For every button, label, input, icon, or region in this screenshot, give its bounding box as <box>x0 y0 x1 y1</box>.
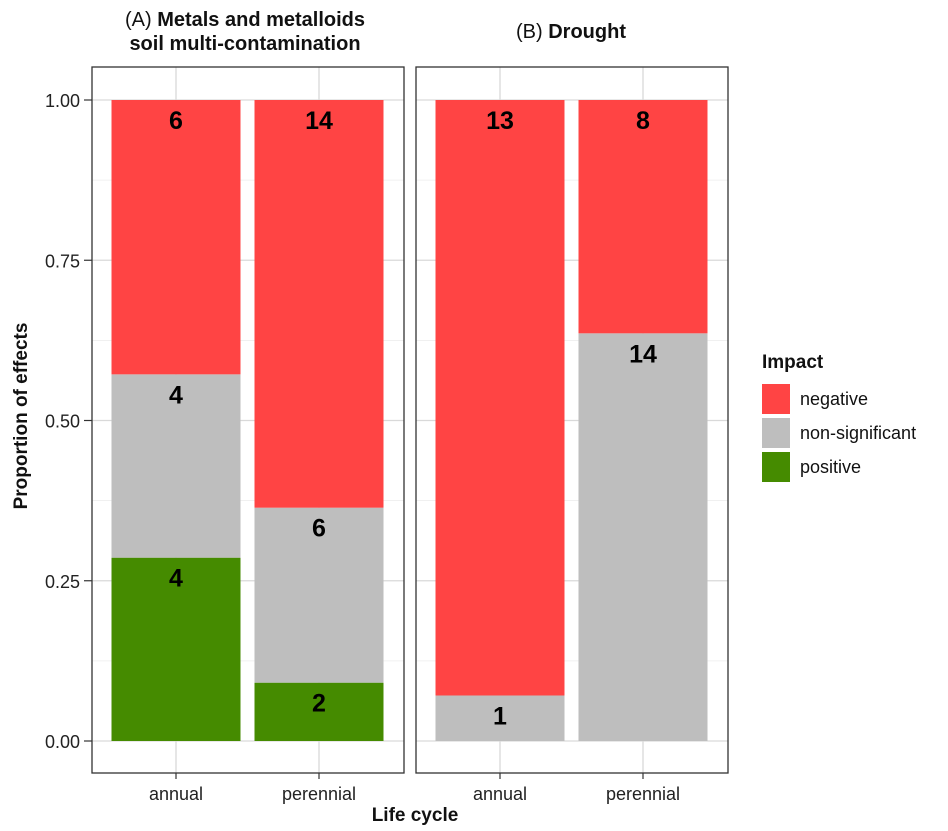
bar-segment-non-significant <box>254 507 384 683</box>
data-label-positive: 2 <box>312 690 326 718</box>
bar-segment-positive <box>254 682 384 741</box>
panel-a-prefix: (A) <box>124 9 152 31</box>
data-label-positive: 4 <box>169 565 183 593</box>
y-axis-label: Proportion of effects <box>11 322 32 510</box>
bar-segment-negative <box>578 100 708 334</box>
legend-item-negative: negative <box>762 382 916 416</box>
data-label-negative: 6 <box>169 107 183 135</box>
bar-segment-non-significant <box>111 374 241 558</box>
legend-label-negative: negative <box>800 388 869 409</box>
y-tick-label: 0.25 <box>45 572 80 592</box>
bar-segment-non-significant <box>578 333 708 741</box>
panel-b-title: (B) Drought <box>415 20 727 44</box>
bar-segment-non-significant <box>435 695 565 741</box>
legend-key-non-significant <box>762 418 790 448</box>
legend-key-negative <box>762 384 790 414</box>
data-label-non-significant: 6 <box>312 515 326 543</box>
bar-segment-negative <box>435 100 565 696</box>
y-tick-label: 1.00 <box>45 91 80 111</box>
x-tick-label: perennial <box>606 784 680 804</box>
legend-key-positive <box>762 452 790 482</box>
y-tick-label: 0.50 <box>45 412 80 432</box>
bar-segment-negative <box>111 100 241 375</box>
panel-a-title: (A) Metals and metalloids soil multi-con… <box>80 8 410 56</box>
data-label-negative: 13 <box>486 107 514 135</box>
y-tick-label: 0.00 <box>45 732 80 752</box>
legend-label-positive: positive <box>800 456 862 477</box>
panel-a-title-line1: Metals and metalloids <box>157 9 366 31</box>
bar-segment-negative <box>254 100 384 508</box>
legend-label-non-significant: non-significant <box>800 422 917 443</box>
legend: Impact negative non-significant positive <box>762 352 916 484</box>
panel-border <box>91 66 405 774</box>
legend-title: Impact <box>762 352 824 373</box>
panel-b-prefix: (B) <box>516 21 543 43</box>
legend-item-positive: positive <box>762 450 916 484</box>
panel-b-title-line1: Drought <box>548 21 626 43</box>
bar-segment-positive <box>111 557 241 741</box>
data-label-negative: 14 <box>305 107 333 135</box>
x-tick-label: perennial <box>282 784 356 804</box>
y-tick-label: 0.75 <box>45 251 80 271</box>
data-label-non-significant: 14 <box>629 340 657 368</box>
x-tick-label: annual <box>473 784 527 804</box>
data-label-non-significant: 4 <box>169 381 183 409</box>
x-tick-label: annual <box>149 784 203 804</box>
panel-a-title-line2: soil multi-contamination <box>129 33 361 55</box>
panel-border <box>415 66 729 774</box>
legend-item-non-significant: non-significant <box>762 416 916 450</box>
x-axis-label: Life cycle <box>371 805 459 826</box>
data-label-non-significant: 1 <box>493 702 507 730</box>
data-label-negative: 8 <box>636 107 650 135</box>
